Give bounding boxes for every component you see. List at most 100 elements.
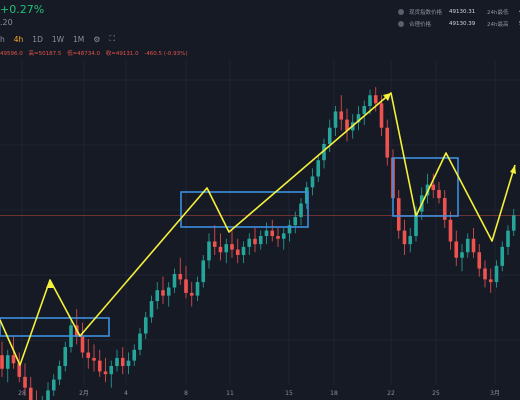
candle-body <box>120 357 125 367</box>
candle-body <box>230 244 234 250</box>
stat-label: 合理价格 <box>409 22 432 28</box>
candle-body <box>327 127 332 144</box>
candle-body <box>166 287 171 296</box>
candle-body <box>161 290 165 296</box>
market-stats: 现货指数价格 49130.31 24h最低 45651 合理价格 49130.3… <box>398 6 520 30</box>
candle-body <box>368 95 372 107</box>
candle-body <box>431 184 436 190</box>
candle-body <box>373 95 378 104</box>
candle-body <box>460 252 464 258</box>
candle-body <box>51 379 56 391</box>
candle-body <box>63 347 68 367</box>
candle-body <box>465 238 470 253</box>
x-tick-label: 11 <box>226 390 234 397</box>
candle-body <box>218 246 223 253</box>
candles <box>0 87 516 400</box>
candle-body <box>270 230 275 237</box>
arrow-head <box>510 165 516 174</box>
x-tick-label: 22 <box>387 390 395 397</box>
timeframe-toolbar: h 4h 1D 1W 1M ⚙ ⛶ <box>0 34 115 44</box>
candle-body <box>442 198 447 220</box>
x-tick-label: 18 <box>330 390 338 397</box>
timeframe-1d[interactable]: 1D <box>32 34 43 44</box>
stat-row-fair: 合理价格 49130.39 24h最高 50187 <box>398 18 520 30</box>
candle-body <box>408 236 413 245</box>
info-icon <box>398 21 404 27</box>
candle-body <box>178 273 183 280</box>
candle-body <box>471 238 476 253</box>
info-icon <box>398 9 404 15</box>
x-tick-label: 8 <box>184 390 188 397</box>
candle-body <box>356 114 361 123</box>
candle-body <box>379 103 384 128</box>
x-tick-label: 2月 <box>79 390 89 397</box>
candle-body <box>287 225 292 234</box>
candle-body <box>345 119 349 131</box>
candle-body <box>46 390 50 400</box>
candle-body <box>143 317 148 334</box>
candle-body <box>500 246 505 266</box>
candle-body <box>511 215 516 231</box>
fullscreen-icon[interactable]: ⛶ <box>109 34 116 43</box>
candle-body <box>207 241 211 261</box>
stat-row-index: 现货指数价格 49130.31 24h最低 45651 <box>398 6 520 18</box>
candle-body <box>454 241 459 258</box>
candle-body <box>494 265 499 283</box>
x-tick-label: 28 <box>18 390 26 397</box>
candle-body <box>195 282 200 296</box>
candle-body <box>235 249 240 255</box>
ohlc-low: 低=48734.0 <box>67 51 100 57</box>
stat-label: 24h最低 <box>487 10 509 16</box>
candle-body <box>385 127 390 158</box>
candle-body <box>488 279 493 283</box>
candle-body <box>86 352 91 358</box>
candle-body <box>448 219 453 242</box>
candle-body <box>264 230 269 237</box>
annotations <box>0 92 516 366</box>
candle-body <box>281 233 286 239</box>
candle-body <box>212 241 217 247</box>
ohlc-readout: 49596.0 高=50187.5 低=48734.0 收=49131.0 -4… <box>0 49 192 57</box>
price-change-percent: +0.27% <box>0 3 45 16</box>
trend-annotation <box>0 92 516 366</box>
candle-body <box>201 260 206 283</box>
candle-body <box>224 244 229 253</box>
candle-body <box>258 236 263 245</box>
x-tick-label: 15 <box>285 390 293 397</box>
candle-body <box>506 230 510 247</box>
candle-body <box>437 190 441 199</box>
consolidation-box <box>392 157 459 217</box>
timeframe-1m[interactable]: 1M <box>73 34 85 44</box>
candle-body <box>126 360 131 367</box>
candle-body <box>316 160 321 177</box>
sub-value: .20 <box>0 18 13 27</box>
candle-body <box>57 366 62 380</box>
ohlc-high: 高=50187.5 <box>28 51 62 57</box>
candle-body <box>241 246 246 255</box>
candle-body <box>304 187 309 204</box>
candle-body <box>184 279 188 293</box>
arrow-head <box>383 93 391 101</box>
candle-body <box>339 111 344 120</box>
timeframe-1w[interactable]: 1W <box>51 34 65 44</box>
candle-body <box>109 366 114 375</box>
candle-body <box>362 106 367 115</box>
candle-body <box>80 336 85 353</box>
candle-body <box>0 355 4 369</box>
candle-body <box>97 360 102 372</box>
candle-body <box>396 198 401 231</box>
x-tick-label: 3月 <box>490 390 500 397</box>
stat-label: 现货指数价格 <box>409 10 443 16</box>
gear-icon[interactable]: ⚙ <box>93 34 101 44</box>
candle-body <box>322 143 326 161</box>
candle-body <box>310 176 315 188</box>
candle-body <box>115 357 119 367</box>
timeframe-4h[interactable]: 4h <box>13 34 24 44</box>
candle-body <box>299 203 303 218</box>
candle-body <box>11 355 16 364</box>
consolidation-box <box>180 191 309 228</box>
timeframe-h[interactable]: h <box>0 34 5 44</box>
candle-body <box>132 349 137 361</box>
x-axis: 28 2月 4 8 11 15 18 22 25 3月 <box>18 390 500 397</box>
